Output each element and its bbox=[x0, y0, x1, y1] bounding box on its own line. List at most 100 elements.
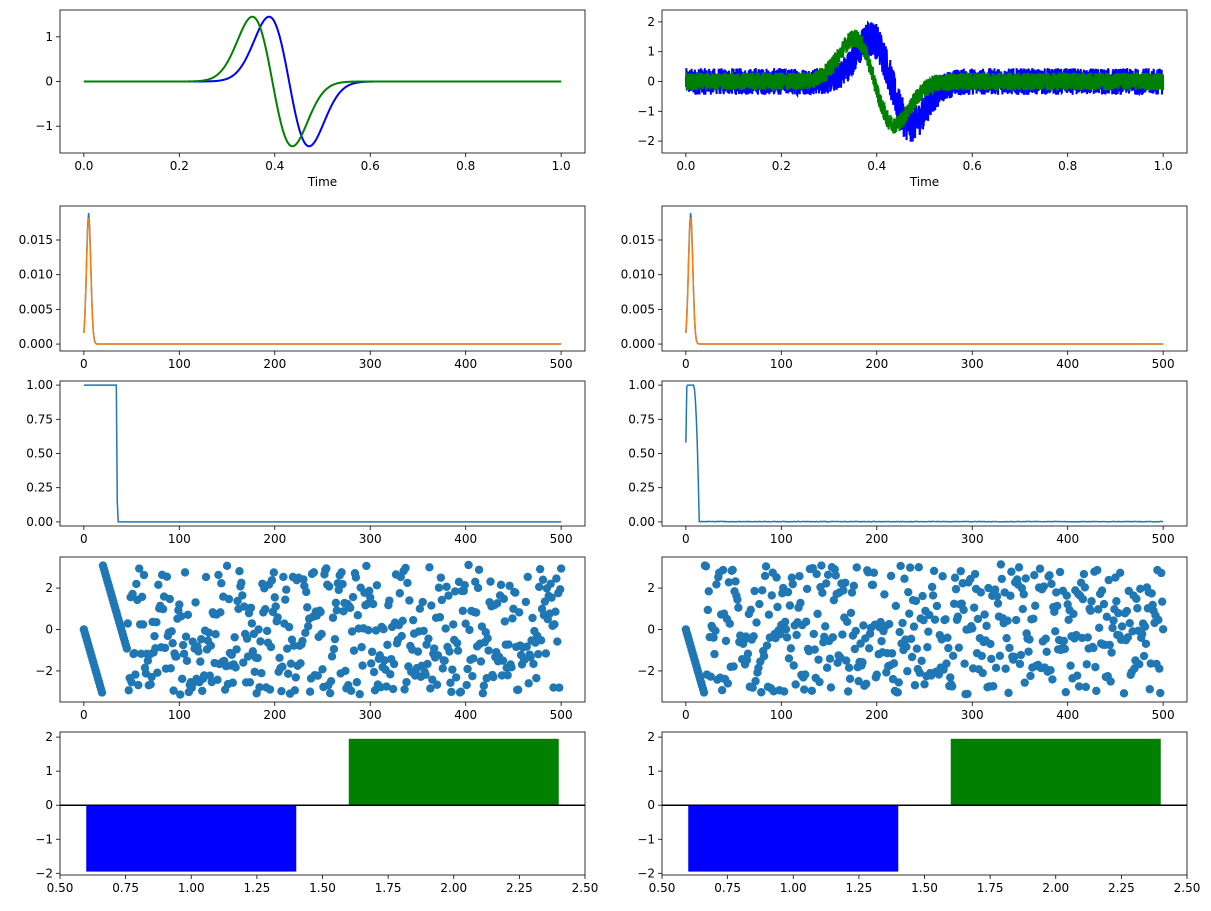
scatter-point bbox=[355, 689, 364, 699]
x-tick-label: 1.00 bbox=[780, 881, 807, 895]
x-tick-label: 500 bbox=[550, 708, 573, 722]
scatter-point bbox=[751, 676, 760, 686]
scatter-point bbox=[301, 628, 310, 638]
scatter-point bbox=[1157, 597, 1167, 606]
scatter-point bbox=[451, 673, 461, 682]
scatter-point bbox=[852, 563, 861, 572]
scatter-point bbox=[1016, 650, 1026, 660]
x-tick-label: 200 bbox=[263, 708, 286, 722]
scatter-point bbox=[1055, 567, 1065, 577]
x-tick-label: 1.50 bbox=[911, 881, 938, 895]
scatter-point bbox=[127, 678, 136, 687]
scatter-point bbox=[758, 586, 767, 595]
scatter-point bbox=[298, 636, 307, 646]
scatter-point bbox=[432, 680, 442, 689]
scatter-point bbox=[843, 687, 853, 696]
plot-area bbox=[681, 560, 1168, 699]
scatter-point bbox=[172, 652, 181, 661]
scatter-point bbox=[165, 594, 174, 604]
scatter-point bbox=[1155, 664, 1164, 673]
scatter-point bbox=[194, 647, 203, 656]
scatter-point bbox=[228, 678, 237, 687]
y-tick-label: 1.00 bbox=[26, 378, 53, 392]
scatter-point bbox=[130, 649, 139, 658]
scatter-point bbox=[889, 659, 899, 668]
scatter-point bbox=[948, 651, 958, 661]
scatter-point bbox=[1026, 671, 1035, 681]
scatter-point bbox=[427, 601, 436, 610]
y-tick-label: 0 bbox=[647, 623, 655, 637]
y-tick-label: −2 bbox=[35, 866, 53, 880]
subplot-7: 0 100 200 300 400 500 −2 0 2 bbox=[35, 556, 586, 722]
scatter-point bbox=[1018, 604, 1028, 614]
x-axis-label: Time bbox=[909, 175, 939, 189]
series-line-2 bbox=[685, 217, 1164, 345]
x-tick-label: 0 bbox=[682, 708, 690, 722]
scatter-point bbox=[826, 683, 836, 692]
scatter-point bbox=[1123, 633, 1133, 642]
scatter-point bbox=[1021, 574, 1030, 583]
scatter-point bbox=[849, 581, 859, 591]
x-tick-label: 200 bbox=[263, 532, 286, 546]
scatter-point bbox=[1108, 623, 1117, 633]
x-tick-label: 0.0 bbox=[676, 159, 695, 173]
scatter-point bbox=[862, 679, 871, 689]
scatter-point bbox=[950, 573, 960, 582]
scatter-point bbox=[1061, 687, 1070, 697]
scatter-point bbox=[1117, 622, 1127, 631]
x-tick-label: 500 bbox=[550, 532, 573, 546]
scatter-point bbox=[191, 598, 200, 607]
scatter-point bbox=[341, 666, 350, 676]
scatter-point bbox=[421, 670, 430, 679]
scatter-point bbox=[352, 678, 362, 687]
scatter-point bbox=[296, 659, 305, 668]
y-tick-label: 2 bbox=[45, 581, 53, 595]
scatter-point bbox=[1073, 671, 1082, 680]
scatter-point bbox=[905, 609, 914, 618]
scatter-point bbox=[198, 686, 207, 696]
y-tick-label: 0.50 bbox=[26, 447, 53, 461]
scatter-point bbox=[267, 576, 277, 585]
series-line-2 bbox=[684, 29, 1165, 134]
y-tick-label: 0.00 bbox=[26, 515, 53, 529]
scatter-point bbox=[701, 562, 711, 571]
plot-area bbox=[662, 738, 1187, 872]
scatter-point bbox=[345, 603, 355, 613]
scatter-point bbox=[281, 595, 290, 604]
scatter-point bbox=[877, 636, 886, 646]
scatter-point bbox=[286, 659, 296, 668]
x-tick-label: 100 bbox=[168, 357, 191, 371]
y-tick-label: −2 bbox=[35, 664, 53, 678]
scatter-point bbox=[473, 583, 483, 593]
scatter-point bbox=[254, 625, 263, 634]
scatter-point bbox=[513, 685, 523, 694]
scatter-point bbox=[992, 592, 1002, 601]
scatter-point bbox=[330, 634, 340, 644]
scatter-point bbox=[284, 622, 294, 632]
scatter-point bbox=[1024, 647, 1033, 656]
plot-area bbox=[83, 384, 562, 523]
scatter-point bbox=[1052, 588, 1061, 597]
y-tick-label: 0.000 bbox=[621, 337, 655, 351]
scatter-point bbox=[441, 624, 450, 633]
scatter-point bbox=[872, 670, 881, 679]
scatter-point bbox=[725, 619, 734, 628]
scatter-point bbox=[815, 677, 824, 687]
scatter-point bbox=[1093, 565, 1102, 575]
x-tick-label: 0.2 bbox=[772, 159, 791, 173]
scatter-point bbox=[800, 685, 809, 694]
scatter-point bbox=[932, 601, 942, 611]
scatter-point bbox=[458, 606, 468, 616]
scatter-point bbox=[448, 665, 457, 674]
series-line-1 bbox=[685, 384, 1164, 523]
scatter-point bbox=[1064, 615, 1073, 625]
scatter-point bbox=[154, 580, 163, 590]
scatter-point bbox=[339, 607, 348, 616]
x-tick-label: 0.4 bbox=[867, 159, 886, 173]
scatter-point bbox=[1137, 629, 1147, 639]
scatter-point bbox=[471, 608, 481, 617]
scatter-point bbox=[886, 571, 896, 581]
scatter-point bbox=[415, 604, 425, 613]
scatter-point bbox=[723, 679, 733, 688]
scatter-point bbox=[911, 596, 921, 606]
